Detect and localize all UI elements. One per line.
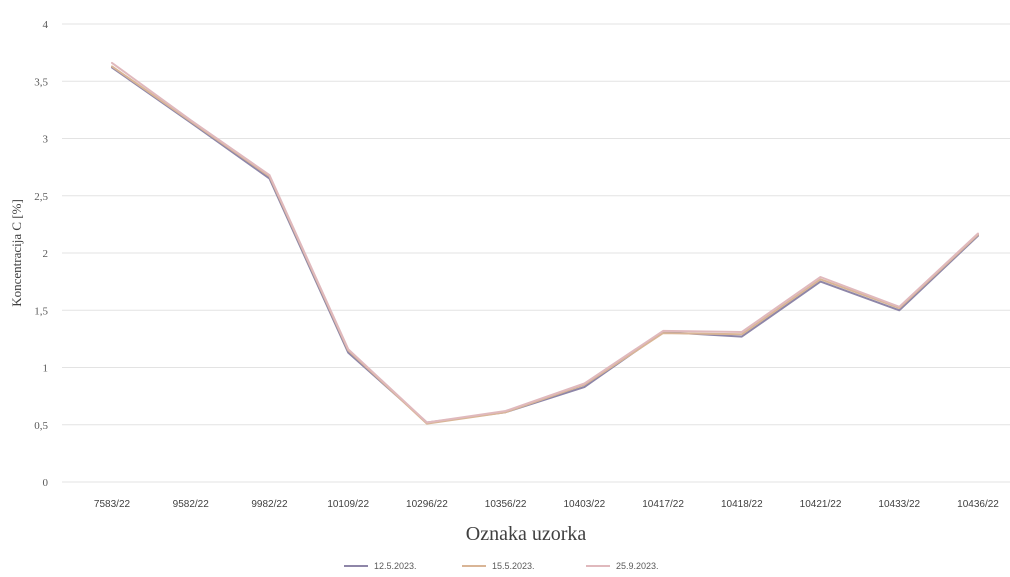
y-tick-label: 3 [43, 134, 49, 146]
x-tick-label: 7583/22 [94, 499, 131, 510]
x-axis-title: Oznaka uzorka [466, 523, 587, 545]
gridlines [62, 23, 1010, 483]
y-tick-label: 2 [43, 248, 49, 260]
x-tick-label: 10356/22 [485, 499, 527, 510]
x-tick-label: 10296/22 [406, 499, 448, 510]
y-axis-ticks: 0 0,5 1 1,5 2 2,5 3 3,5 4 [34, 19, 48, 489]
y-tick-label: 0 [43, 477, 49, 489]
series-line-2 [111, 65, 979, 425]
x-tick-label: 10433/22 [878, 499, 920, 510]
y-tick-label: 1,5 [34, 305, 48, 317]
legend-label: 25.9.2023. [616, 561, 659, 571]
y-axis-title: Koncentracija C [%] [9, 199, 24, 307]
legend-label: 15.5.2023. [492, 561, 535, 571]
y-tick-label: 4 [43, 19, 49, 31]
y-tick-label: 3,5 [34, 76, 48, 88]
legend-label: 12.5.2023. [374, 561, 417, 571]
x-tick-label: 10417/22 [642, 499, 684, 510]
series-line-1 [111, 66, 979, 424]
y-tick-label: 1 [43, 363, 49, 375]
x-tick-label: 10436/22 [957, 499, 999, 510]
x-axis-ticks: 7583/22 9582/22 9982/22 10109/22 10296/22 103… [94, 499, 999, 510]
x-tick-label: 10421/22 [800, 499, 842, 510]
series-lines [111, 61, 979, 425]
y-tick-label: 2,5 [34, 191, 48, 203]
y-tick-label: 0,5 [34, 420, 48, 432]
x-tick-label: 10403/22 [564, 499, 606, 510]
x-tick-label: 9582/22 [173, 499, 210, 510]
x-tick-label: 10418/22 [721, 499, 763, 510]
legend: 12.5.2023. 15.5.2023. 25.9.2023. [344, 561, 659, 571]
series-line-3 [111, 61, 979, 424]
x-tick-label: 10109/22 [327, 499, 369, 510]
x-tick-label: 9982/22 [251, 499, 288, 510]
